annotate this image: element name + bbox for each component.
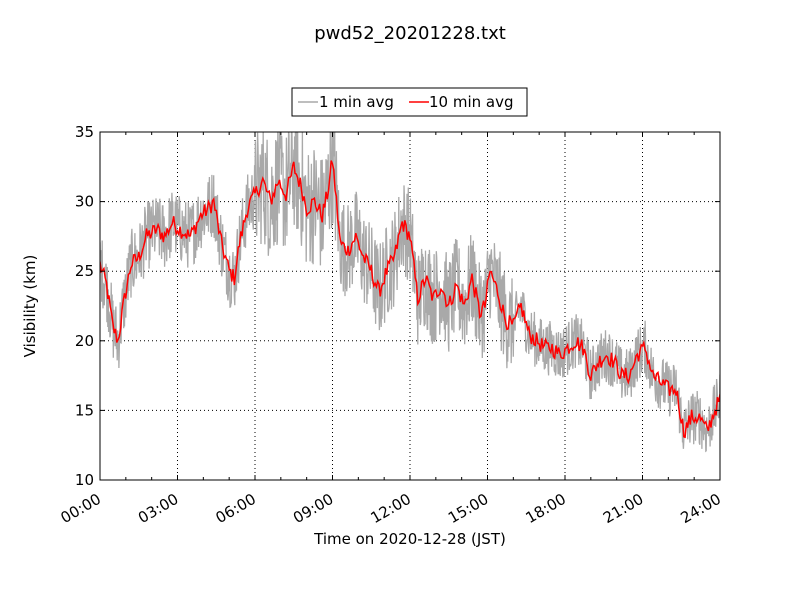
series-10min-line [100, 160, 720, 439]
y-tick-label: 35 [75, 123, 94, 141]
y-tick-label: 20 [75, 332, 94, 350]
x-tick-label: 03:00 [135, 490, 181, 527]
x-tick-label: 09:00 [290, 490, 336, 527]
legend-label-1min: 1 min avg [319, 93, 394, 111]
y-axis-label: Visibility (km) [21, 255, 39, 358]
y-tick-label: 30 [75, 193, 94, 211]
series-1min-line [100, 132, 720, 453]
plot-background [100, 132, 720, 480]
y-axis: 10 15 20 25 30 35 [75, 123, 720, 489]
x-tick-label: 12:00 [368, 490, 414, 527]
legend: 1 min avg 10 min avg [291, 87, 528, 117]
x-tick-label: 24:00 [678, 490, 724, 527]
x-tick-label: 21:00 [600, 490, 646, 527]
chart-title: pwd52_20201228.txt [314, 23, 506, 44]
x-tick-label: 00:00 [58, 490, 104, 527]
legend-label-10min: 10 min avg [429, 93, 514, 111]
plot-area [99, 131, 721, 481]
y-tick-label: 25 [75, 262, 94, 280]
y-tick-label: 10 [75, 471, 94, 489]
x-axis-label: Time on 2020-12-28 (JST) [313, 530, 506, 548]
x-tick-label: 06:00 [213, 490, 259, 527]
x-tick-label: 18:00 [523, 490, 569, 527]
grid [100, 132, 720, 480]
y-tick-label: 15 [75, 401, 94, 419]
x-tick-label: 15:00 [445, 490, 491, 527]
